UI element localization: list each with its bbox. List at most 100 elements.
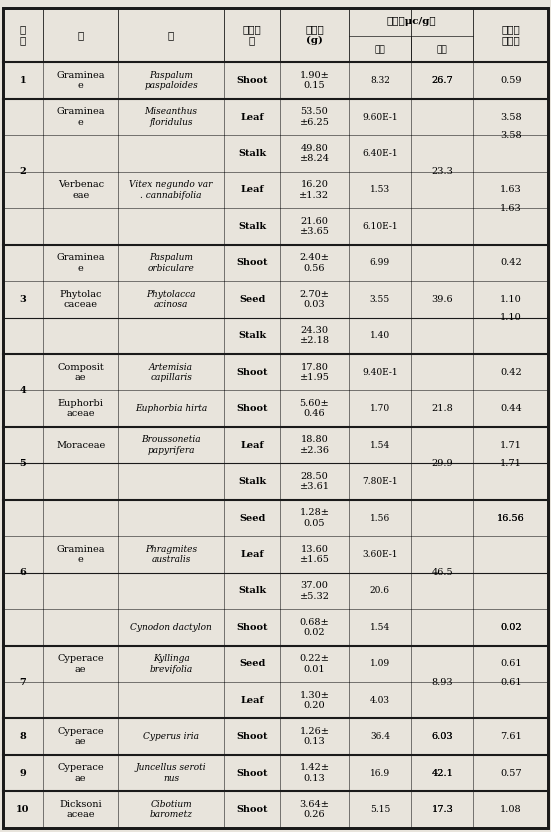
Text: 1.54: 1.54 [370,441,390,449]
Text: 3: 3 [20,295,26,304]
Text: 5.15: 5.15 [370,805,390,815]
Text: Cyperace
ae: Cyperace ae [57,727,104,746]
Text: Vitex negundo var
. cannabifolia: Vitex negundo var . cannabifolia [129,181,213,200]
Text: 16.20
±1.32: 16.20 ±1.32 [299,181,329,200]
Text: 8: 8 [20,732,26,741]
Text: 4.03: 4.03 [370,696,390,705]
Text: 3.55: 3.55 [370,295,390,304]
Text: 7.61: 7.61 [500,732,522,741]
Text: 1.30±
0.20: 1.30± 0.20 [299,691,329,710]
Text: Shoot: Shoot [236,623,268,631]
Text: 6.10E-1: 6.10E-1 [362,222,398,231]
Text: 28.50
±3.61: 28.50 ±3.61 [299,472,329,491]
Text: Stalk: Stalk [238,222,266,231]
Text: 1.26±
0.13: 1.26± 0.13 [299,727,329,746]
Text: 6.03: 6.03 [431,732,453,741]
Text: 1.90±
0.15: 1.90± 0.15 [300,71,329,91]
Text: Shoot: Shoot [236,732,268,741]
Text: 16.56: 16.56 [497,513,525,522]
Text: 16.9: 16.9 [370,769,390,778]
Text: 1.54: 1.54 [370,623,390,631]
Text: Cyperus iria: Cyperus iria [143,732,199,741]
Text: Moraceae: Moraceae [56,441,105,449]
Text: 0.61: 0.61 [500,677,522,686]
Text: 49.80
±8.24: 49.80 ±8.24 [299,144,329,163]
Text: 0.42: 0.42 [500,259,522,267]
Text: 20.6: 20.6 [370,587,390,596]
Text: 1.08: 1.08 [500,805,522,815]
Text: Euphorbi
aceae: Euphorbi aceae [58,399,104,418]
Text: Paspalum
paspaloides: Paspalum paspaloides [144,71,198,91]
Text: Cibotium
barometz: Cibotium barometz [149,800,193,820]
Text: 6: 6 [20,568,26,577]
Text: 1.10: 1.10 [500,295,522,304]
Text: Shoot: Shoot [236,368,268,377]
Text: 53.50
±6.25: 53.50 ±6.25 [300,107,329,126]
Text: Phytolacca
acinosa: Phytolacca acinosa [147,290,196,309]
Text: 24.30
±2.18: 24.30 ±2.18 [299,326,329,345]
Text: Composit
ae: Composit ae [57,363,104,382]
Text: 1.40: 1.40 [370,331,390,340]
Text: 1.53: 1.53 [370,186,390,195]
Text: Phytolac
caceae: Phytolac caceae [60,290,102,309]
Text: 36.4: 36.4 [370,732,390,741]
Text: Verbenac
eae: Verbenac eae [58,181,104,200]
Text: 16.56: 16.56 [497,513,525,522]
Text: 26.7: 26.7 [431,76,453,85]
Text: 17.3: 17.3 [431,805,453,815]
Text: 0.02: 0.02 [500,623,522,631]
Text: Leaf: Leaf [240,441,264,449]
Text: 8.32: 8.32 [370,76,390,85]
Text: 8.93: 8.93 [431,677,453,686]
Text: 26.7: 26.7 [431,76,453,85]
Text: Cyperace
ae: Cyperace ae [57,654,104,674]
Text: Cynodon dactylon: Cynodon dactylon [130,623,212,631]
Text: Leaf: Leaf [240,696,264,705]
Text: 3.60E-1: 3.60E-1 [362,550,398,559]
Text: Broussonetia
papyrifera: Broussonetia papyrifera [141,435,201,455]
Text: 0.42: 0.42 [500,368,522,377]
Text: 6.99: 6.99 [370,259,390,267]
Text: 6.40E-1: 6.40E-1 [362,149,398,158]
Text: Miseanthus
floridulus: Miseanthus floridulus [144,107,198,126]
Text: Shoot: Shoot [236,259,268,267]
Text: 1: 1 [20,76,26,85]
Text: Shoot: Shoot [236,76,268,85]
Text: Stalk: Stalk [238,587,266,596]
Text: 0.44: 0.44 [500,404,522,414]
Text: Stalk: Stalk [238,149,266,158]
Text: 2.40±
0.56: 2.40± 0.56 [299,253,329,273]
Text: 10: 10 [17,805,30,815]
Text: 17.3: 17.3 [431,805,453,815]
Text: 1.28±
0.05: 1.28± 0.05 [299,508,329,527]
Text: 2: 2 [20,167,26,176]
Text: 46.5: 46.5 [431,568,453,577]
Text: Leaf: Leaf [240,112,264,121]
Text: 种: 种 [168,31,174,40]
Text: Leaf: Leaf [240,186,264,195]
Text: 植物: 植物 [375,45,385,54]
Text: 1.09: 1.09 [370,659,390,668]
Text: Graminea
e: Graminea e [56,545,105,564]
Text: Shoot: Shoot [236,805,268,815]
Text: 3.64±
0.26: 3.64± 0.26 [299,800,329,820]
Text: Stalk: Stalk [238,331,266,340]
Text: 1.71: 1.71 [500,458,522,468]
Text: Graminea
e: Graminea e [56,107,105,126]
Text: 6.03: 6.03 [431,732,453,741]
Text: 1.56: 1.56 [370,513,390,522]
Text: 7: 7 [20,677,26,686]
Text: 7.80E-1: 7.80E-1 [362,477,398,486]
Text: 39.6: 39.6 [431,295,453,304]
Text: 1.42±
0.13: 1.42± 0.13 [299,764,329,783]
Text: 9: 9 [20,769,26,778]
Text: Artemisia
capillaris: Artemisia capillaris [149,363,193,382]
Text: 13.60
±1.65: 13.60 ±1.65 [300,545,329,564]
Text: 浓度（μc/g）: 浓度（μc/g） [386,17,436,27]
Text: 序
号: 序 号 [20,26,26,45]
Text: 0.22±
0.01: 0.22± 0.01 [299,654,329,674]
Text: 0.61: 0.61 [500,659,522,668]
Text: 37.00
±5.32: 37.00 ±5.32 [299,582,329,601]
Text: Seed: Seed [239,659,266,668]
Text: 植物部
位: 植物部 位 [243,26,262,45]
